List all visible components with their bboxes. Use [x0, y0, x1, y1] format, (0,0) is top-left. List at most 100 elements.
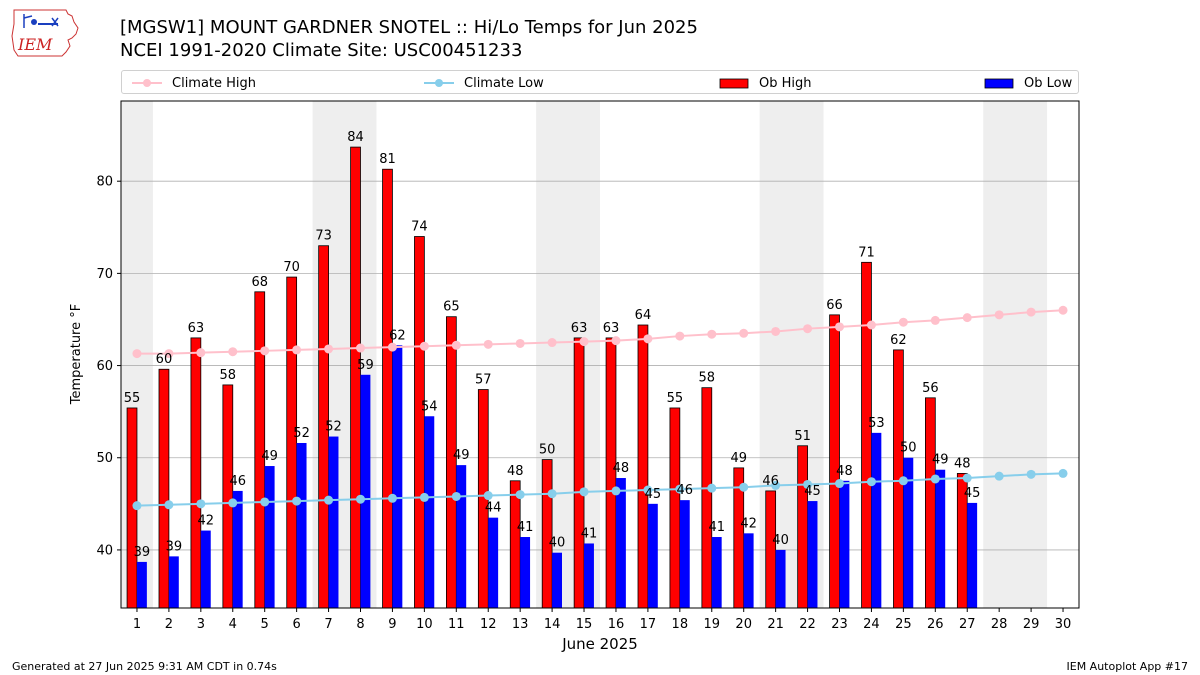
ob-high-bar: [701, 387, 713, 609]
ob-low-bar: [807, 501, 818, 608]
ob-low-bar: [456, 465, 467, 608]
climate-high-line-icon: [132, 79, 162, 87]
climate-high-point: [898, 317, 908, 327]
climate-high-point: [835, 322, 844, 332]
climate-low-point: [835, 479, 844, 489]
ob-low-bar: [200, 530, 211, 608]
ob-high-label: 60: [156, 352, 173, 367]
climate-low-point: [515, 490, 525, 500]
legend: Climate High Climate Low Ob High Ob Low: [121, 70, 1079, 94]
climate-high-point: [739, 328, 749, 338]
ob-low-label: 49: [453, 448, 470, 463]
climate-high-point: [771, 326, 781, 336]
ob-high-label: 68: [251, 275, 268, 290]
climate-low-point: [132, 501, 142, 511]
legend-ob-high-label: Ob High: [759, 75, 812, 91]
climate-high-point: [994, 310, 1004, 320]
climate-low-point: [675, 484, 685, 494]
x-tick-label: 23: [831, 617, 848, 632]
ob-high-bar: [637, 324, 649, 609]
ob-high-bar: [829, 314, 840, 609]
ob-high-label: 73: [315, 229, 332, 244]
climate-low-point: [324, 495, 334, 505]
climate-high-point: [930, 315, 940, 325]
climate-low-line-icon: [424, 79, 454, 87]
x-tick-label: 24: [863, 617, 880, 632]
climate-high-point: [356, 343, 365, 353]
climate-high-point: [419, 341, 429, 351]
ob-high-label: 74: [411, 220, 428, 235]
ob-high-label: 46: [762, 474, 779, 489]
ob-low-bar: [136, 561, 147, 608]
x-tick-label: 11: [448, 617, 465, 632]
climate-low-point: [1026, 469, 1036, 479]
climate-high-point: [707, 329, 717, 339]
legend-ob-high: Ob High: [719, 74, 812, 92]
y-tick-label: 60: [96, 359, 113, 374]
climate-low-point: [292, 496, 302, 506]
climate-low-point: [962, 473, 972, 483]
ob-low-label: 54: [421, 399, 438, 414]
x-tick-label: 28: [991, 617, 1008, 632]
climate-low-point: [771, 480, 781, 490]
ob-low-label: 53: [868, 416, 885, 431]
climate-high-point: [675, 331, 685, 341]
ob-high-bar: [382, 168, 393, 609]
climate-low-point: [994, 471, 1004, 481]
ob-high-bar: [541, 459, 553, 609]
climate-low-line: [136, 472, 1064, 507]
climate-high-point: [579, 337, 589, 347]
logo-text: IEM: [17, 35, 53, 54]
ob-low-label: 41: [581, 526, 598, 541]
x-tick-label: 3: [197, 617, 205, 632]
x-tick-label: 9: [388, 617, 396, 632]
x-tick-label: 25: [895, 617, 912, 632]
x-tick-label: 17: [640, 617, 657, 632]
ob-high-bar: [222, 384, 234, 609]
climate-high-point: [1058, 305, 1068, 315]
ob-high-label: 57: [475, 373, 492, 388]
ob-low-bar: [232, 490, 243, 608]
ob-low-bar: [392, 345, 403, 608]
legend-climate-high-label: Climate High: [172, 75, 257, 91]
y-axis-label: Temperature °F: [69, 304, 84, 405]
ob-low-bar: [168, 556, 179, 608]
climate-high-point: [451, 340, 461, 350]
footer-generated: Generated at 27 Jun 2025 9:31 AM CDT in …: [12, 660, 277, 673]
x-tick-label: 1: [133, 617, 141, 632]
ob-low-bar: [520, 537, 531, 608]
ob-low-bar: [871, 432, 882, 608]
y-tick-label: 50: [96, 451, 113, 466]
ob-low-label: 46: [229, 474, 246, 489]
climate-low-point: [196, 499, 206, 509]
climate-low-point: [387, 493, 397, 503]
ob-high-swatch-icon: [719, 78, 749, 89]
ob-low-bar: [679, 500, 690, 608]
ob-high-label: 56: [922, 381, 939, 396]
climate-low-point: [866, 477, 876, 487]
ob-low-label: 45: [645, 487, 662, 502]
ob-high-bar: [286, 276, 298, 609]
x-tick-label: 7: [324, 617, 332, 632]
ob-low-bar: [584, 543, 594, 608]
climate-high-point: [515, 338, 525, 348]
climate-high-point: [196, 348, 206, 358]
x-tick-label: 16: [608, 617, 625, 632]
x-tick-label: 8: [356, 617, 364, 632]
climate-low-point: [611, 486, 621, 496]
climate-high-point: [611, 336, 621, 346]
ob-high-bar: [350, 146, 361, 609]
x-tick-label: 26: [927, 617, 944, 632]
y-tick-label: 70: [96, 267, 113, 282]
ob-low-bar: [775, 549, 786, 608]
climate-low-point: [803, 479, 813, 489]
ob-low-label: 52: [293, 426, 310, 441]
ob-low-bar: [328, 436, 339, 608]
ob-high-bar: [861, 261, 872, 609]
ob-high-bar: [414, 236, 425, 609]
ob-high-bar: [797, 445, 808, 609]
chart-subtitle: NCEI 1991-2020 Climate Site: USC00451233: [120, 40, 523, 61]
climate-low-point: [643, 485, 653, 495]
ob-low-bar: [488, 517, 499, 608]
